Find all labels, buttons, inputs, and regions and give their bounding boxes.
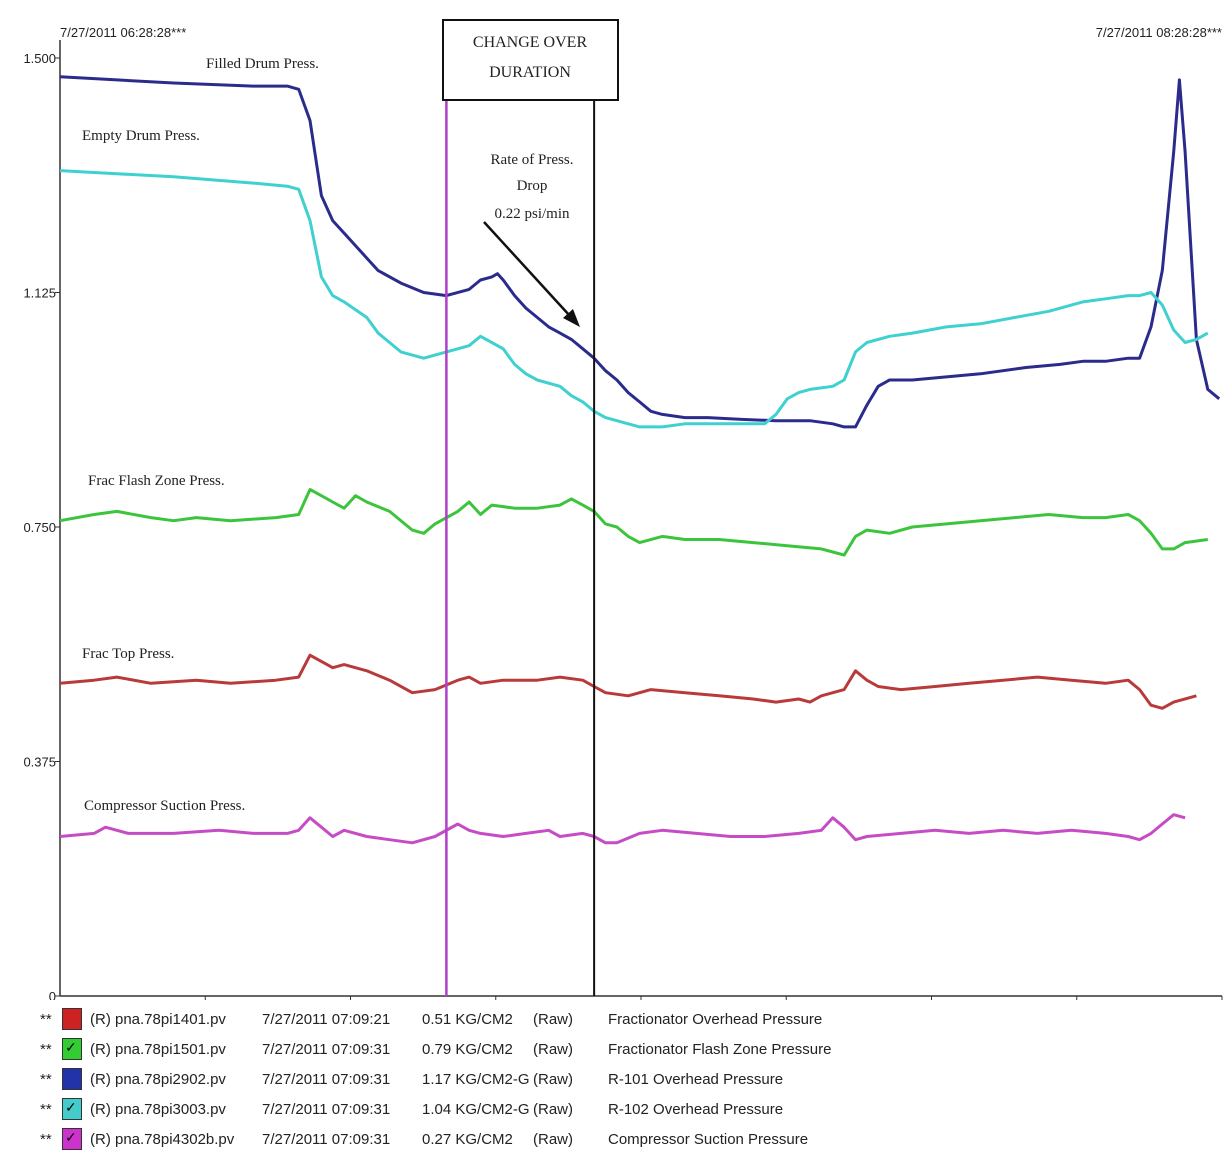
checkmark-icon: ✓ — [65, 1099, 77, 1115]
rate-annotation-line-3: 0.22 psi/min — [494, 206, 570, 222]
y-tick-label: 0.375 — [23, 755, 56, 770]
change-over-box — [442, 19, 619, 101]
legend-description: R-102 Overhead Pressure — [608, 1101, 784, 1118]
legend-tag: (R) pna.78pi3003.pv — [90, 1101, 226, 1118]
legend-timestamp: 7/27/2011 07:09:31 — [262, 1101, 391, 1118]
legend-value: 0.27 KG/CM2 — [422, 1131, 513, 1148]
y-tick-label: 0.750 — [23, 520, 56, 535]
rate-annotation-line-1: Rate of Press. — [491, 152, 574, 168]
legend-description: Fractionator Flash Zone Pressure — [608, 1041, 832, 1058]
trend-chart: 1.500 1.125 0.750 0.375 0 7/27/2011 06:28:28… — [23, 19, 1223, 1000]
legend-tag: (R) pna.78pi1501.pv — [90, 1041, 226, 1058]
start-time-label: 7/27/2011 06:28:28*** — [60, 25, 186, 40]
y-tick-label: 0 — [49, 989, 56, 1000]
series-line-0 — [59, 75, 1221, 429]
change-over-line-2: DURATION — [489, 64, 571, 81]
legend-mode: (Raw) — [533, 1071, 573, 1088]
y-tick-label: 1.125 — [23, 286, 56, 301]
y-tick-label: 1.500 — [23, 51, 56, 66]
legend-color-swatch[interactable]: ✓ — [62, 1098, 82, 1120]
legend-marker: ** — [40, 1131, 52, 1148]
legend-marker: ** — [40, 1071, 52, 1088]
legend-color-swatch[interactable]: ✓ — [62, 1038, 82, 1060]
series-label-frac-top: Frac Top Press. — [82, 646, 174, 662]
y-tick-labels: 1.500 1.125 0.750 0.375 0 — [23, 51, 60, 1000]
checkmark-icon: ✓ — [65, 1039, 77, 1055]
legend-value: 0.51 KG/CM2 — [422, 1011, 513, 1028]
series-line-4 — [59, 813, 1186, 845]
legend-marker: ** — [40, 1101, 52, 1118]
legend-color-swatch[interactable] — [62, 1068, 82, 1090]
series-line-3 — [59, 653, 1197, 710]
legend-color-swatch[interactable]: ✓ — [62, 1128, 82, 1150]
series-line-2 — [59, 488, 1209, 557]
checkmark-icon: ✓ — [65, 1129, 77, 1145]
series-line-1 — [59, 169, 1209, 429]
series-label-filled-drum: Filled Drum Press. — [206, 56, 319, 72]
legend-value: 0.79 KG/CM2 — [422, 1041, 513, 1058]
change-over-line-1: CHANGE OVER — [473, 34, 588, 51]
series-label-compressor-suction: Compressor Suction Press. — [84, 798, 245, 814]
rate-annotation-line-2: Drop — [517, 178, 548, 194]
legend-timestamp: 7/27/2011 07:09:31 — [262, 1071, 391, 1088]
x-tick-marks — [204, 996, 1223, 1000]
legend-mode: (Raw) — [533, 1131, 573, 1148]
legend-tag: (R) pna.78pi2902.pv — [90, 1071, 226, 1088]
series-label-empty-drum: Empty Drum Press. — [82, 128, 200, 144]
legend-description: R-101 Overhead Pressure — [608, 1071, 784, 1088]
legend-mode: (Raw) — [533, 1041, 573, 1058]
legend-description: Fractionator Overhead Pressure — [608, 1011, 823, 1028]
legend-value: 1.17 KG/CM2-G — [422, 1071, 530, 1088]
legend-timestamp: 7/27/2011 07:09:21 — [262, 1011, 391, 1028]
legend-tag: (R) pna.78pi1401.pv — [90, 1011, 226, 1028]
series-layer — [59, 75, 1221, 845]
series-label-frac-flash-zone: Frac Flash Zone Press. — [88, 473, 225, 489]
legend-color-swatch[interactable] — [62, 1008, 82, 1030]
legend-tag: (R) pna.78pi4302b.pv — [90, 1131, 235, 1148]
legend-mode: (Raw) — [533, 1101, 573, 1118]
legend-marker: ** — [40, 1041, 52, 1058]
legend-value: 1.04 KG/CM2-G — [422, 1101, 530, 1118]
legend-mode: (Raw) — [533, 1011, 573, 1028]
legend-description: Compressor Suction Pressure — [608, 1131, 809, 1148]
legend-marker: ** — [40, 1011, 52, 1028]
legend-timestamp: 7/27/2011 07:09:31 — [262, 1131, 391, 1148]
end-time-label: 7/27/2011 08:28:28*** — [1096, 25, 1222, 40]
rate-arrow — [483, 221, 580, 327]
legend-timestamp: 7/27/2011 07:09:31 — [262, 1041, 391, 1058]
